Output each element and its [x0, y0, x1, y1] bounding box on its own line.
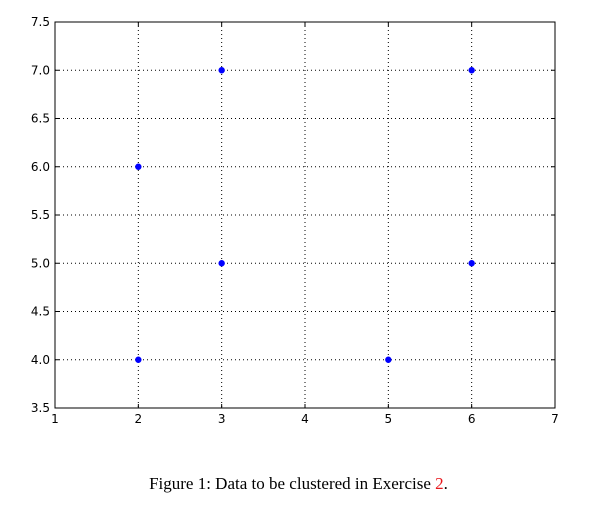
y-tick-label: 4.0 [31, 353, 50, 367]
y-tick-label: 6.0 [31, 160, 50, 174]
x-tick-label: 6 [468, 412, 476, 426]
plot-frame [54, 21, 556, 409]
x-tick-label: 1 [51, 412, 59, 426]
data-point [468, 260, 475, 267]
y-tick-label: 3.5 [31, 401, 50, 415]
x-tick-label: 5 [385, 412, 393, 426]
data-point [385, 356, 392, 363]
data-point [218, 67, 225, 74]
data-point [135, 163, 142, 170]
data-points [135, 67, 475, 363]
figure-caption: Figure 1: Data to be clustered in Exerci… [0, 474, 597, 494]
scatter-chart: 1 2 3 4 5 6 7 3.5 4.0 4.5 5.0 5.5 6.0 6.5 7.0 7.5 [31, 15, 559, 426]
y-tick-label: 7.0 [31, 63, 50, 77]
y-tick-label: 4.5 [31, 305, 50, 319]
data-point [218, 260, 225, 267]
data-point [135, 356, 142, 363]
tick-labels: 1 2 3 4 5 6 7 3.5 4.0 4.5 5.0 5.5 6.0 6.5 7.0 7.5 [31, 15, 559, 426]
caption-suffix: . [443, 474, 448, 493]
data-point [468, 67, 475, 74]
exercise-reference-link[interactable]: 2 [435, 474, 444, 493]
y-tick-label: 5.5 [31, 208, 50, 222]
grid-lines [55, 22, 555, 408]
axis-ticks [54, 21, 556, 409]
x-tick-label: 7 [551, 412, 559, 426]
x-tick-label: 2 [135, 412, 143, 426]
caption-text: Figure 1: Data to be clustered in Exerci… [149, 474, 436, 493]
x-tick-label: 3 [218, 412, 226, 426]
y-tick-label: 7.5 [31, 15, 50, 29]
y-tick-label: 6.5 [31, 112, 50, 126]
x-tick-label: 4 [301, 412, 309, 426]
y-tick-label: 5.0 [31, 256, 50, 270]
